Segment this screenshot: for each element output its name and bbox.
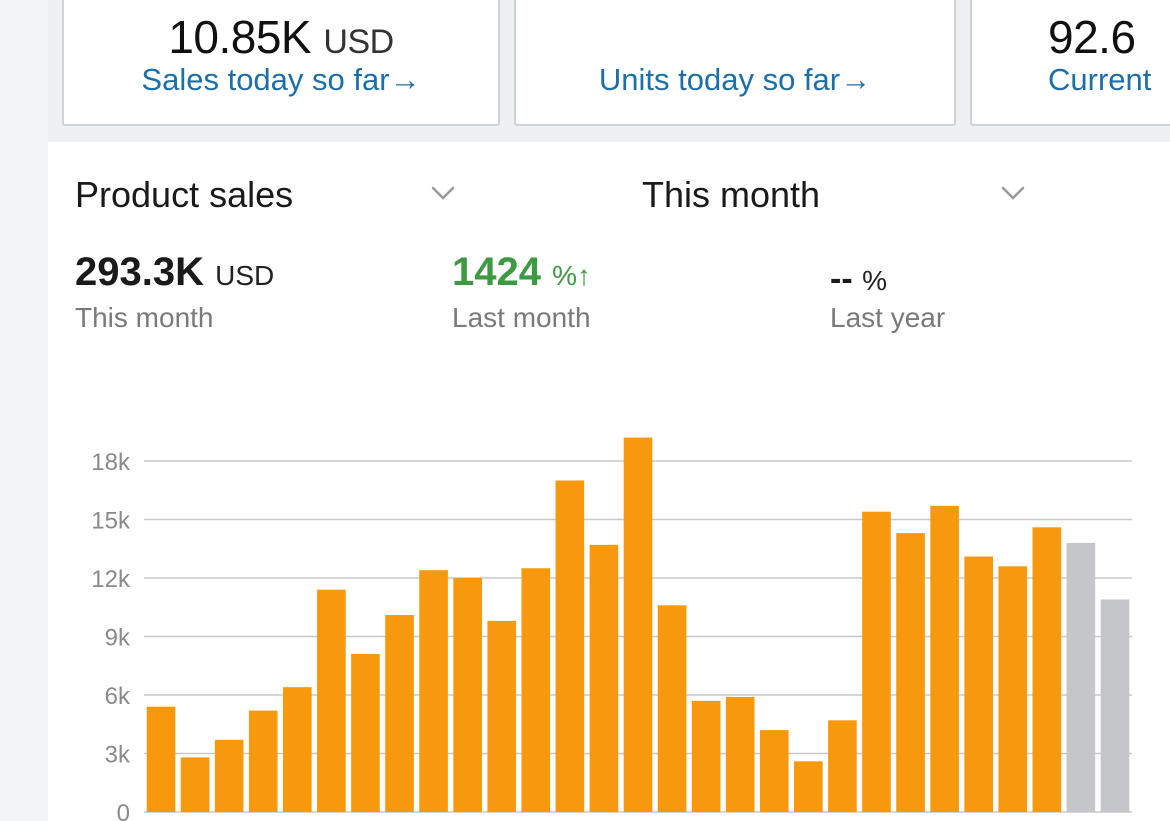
sales-today-value: 10.85K USD bbox=[168, 11, 394, 63]
sales-bar[interactable] bbox=[487, 620, 517, 812]
arrow-up-icon: ↑ bbox=[577, 260, 592, 291]
last-year-label: Last year bbox=[830, 302, 946, 333]
sales-bar[interactable] bbox=[180, 757, 210, 812]
sales-bar[interactable] bbox=[1032, 527, 1062, 812]
sales-bar[interactable] bbox=[623, 437, 653, 812]
metric-dropdown[interactable]: Product sales bbox=[75, 174, 294, 215]
y-tick-label: 3k bbox=[105, 742, 131, 769]
product-sales-chart: 0 3k 6k 9k 12k 15k 18k bbox=[91, 437, 1132, 821]
last-month-label: Last month bbox=[452, 302, 591, 333]
sales-bar[interactable] bbox=[351, 654, 380, 812]
sales-bar[interactable] bbox=[691, 700, 721, 812]
sales-panel: Product sales This month 293.3K USD This… bbox=[48, 142, 1170, 821]
units-today-link[interactable]: Units today so far→ bbox=[598, 62, 872, 97]
sales-bar[interactable] bbox=[862, 511, 891, 812]
sales-bar[interactable] bbox=[453, 578, 482, 812]
sales-bar[interactable] bbox=[998, 566, 1028, 812]
y-tick-label: 15k bbox=[91, 508, 131, 535]
left-margin bbox=[0, 0, 48, 821]
sales-bar[interactable] bbox=[759, 730, 789, 812]
units-today-card[interactable]: Units today so far→ bbox=[514, 0, 956, 126]
y-tick-label: 12k bbox=[91, 566, 131, 593]
y-tick-label: 18k bbox=[91, 449, 131, 476]
current-link[interactable]: Current bbox=[1048, 62, 1152, 97]
this-month-value: 293.3K USD bbox=[75, 250, 275, 294]
sales-today-card[interactable]: 10.85K USD Sales today so far→ bbox=[62, 0, 500, 126]
sales-bar[interactable] bbox=[725, 696, 755, 812]
sales-today-link[interactable]: Sales today so far→ bbox=[141, 62, 421, 97]
sales-bar[interactable] bbox=[896, 533, 925, 812]
sales-bar[interactable] bbox=[146, 706, 176, 812]
sales-bar[interactable] bbox=[385, 615, 414, 812]
sales-bar[interactable] bbox=[317, 589, 346, 812]
last-year-change: -- % bbox=[830, 260, 888, 298]
sales-bar[interactable] bbox=[589, 544, 619, 812]
sales-bar[interactable] bbox=[555, 480, 585, 813]
y-tick-label: 6k bbox=[105, 683, 131, 710]
this-month-label: This month bbox=[75, 302, 214, 333]
sales-bar[interactable] bbox=[794, 761, 823, 812]
sales-bar[interactable] bbox=[248, 710, 278, 812]
sales-bar[interactable] bbox=[828, 720, 857, 812]
sales-bar[interactable] bbox=[964, 556, 993, 812]
sales-bar[interactable] bbox=[657, 605, 687, 812]
sales-bar[interactable] bbox=[283, 687, 312, 812]
sales-bar[interactable] bbox=[419, 570, 448, 812]
chevron-down-icon[interactable] bbox=[428, 178, 458, 208]
y-tick-label: 0 bbox=[117, 800, 130, 821]
current-card[interactable]: 92.6 Current bbox=[970, 0, 1170, 126]
last-month-change: 1424 %↑ bbox=[452, 250, 592, 294]
projected-sales-bar[interactable] bbox=[1066, 542, 1096, 812]
sales-bar[interactable] bbox=[521, 568, 551, 812]
sales-bar[interactable] bbox=[214, 739, 244, 812]
current-value: 92.6 bbox=[1048, 11, 1136, 63]
period-dropdown[interactable]: This month bbox=[642, 174, 821, 215]
sales-bar[interactable] bbox=[930, 505, 959, 812]
chevron-down-icon[interactable] bbox=[998, 178, 1028, 208]
y-tick-label: 9k bbox=[105, 625, 131, 652]
projected-sales-bar[interactable] bbox=[1100, 599, 1130, 812]
